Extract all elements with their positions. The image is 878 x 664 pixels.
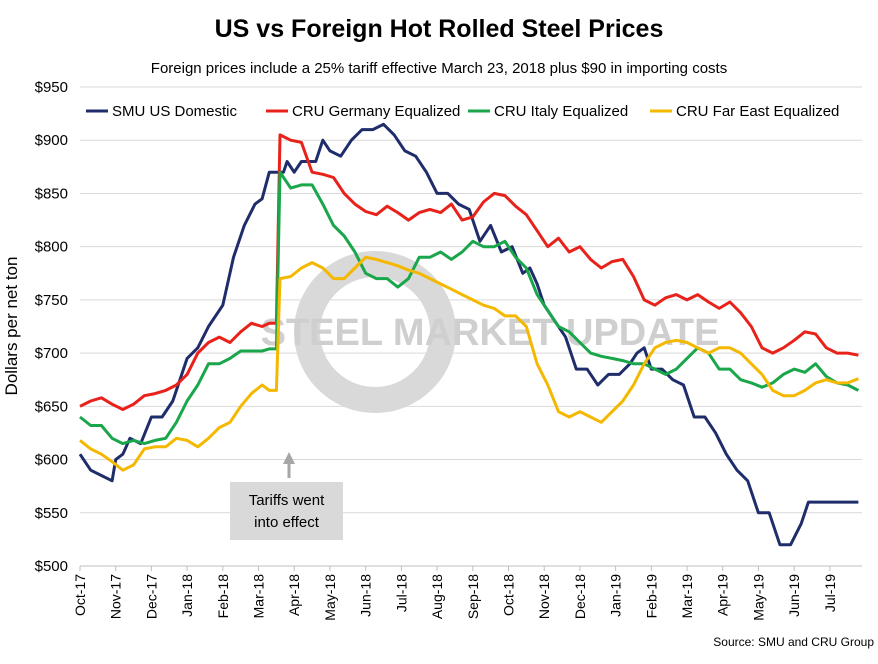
- annotation-box: [230, 482, 343, 540]
- annotation-line-1: Tariffs went: [249, 492, 325, 509]
- series-line: [78, 122, 859, 547]
- y-tick-label: $950: [35, 79, 68, 96]
- y-tick-label: $650: [35, 398, 68, 415]
- y-axis-label: Dollars per net ton: [2, 257, 21, 396]
- annotation-line-2: into effect: [254, 514, 320, 531]
- x-tick-label: Jun-19: [786, 574, 802, 617]
- series-line: [79, 170, 860, 446]
- x-tick-label: Jul-18: [393, 574, 409, 612]
- x-tick-label: Jan-18: [179, 574, 195, 617]
- y-axis: $500 $550 $600 $650 $700 $750 $800 $850 $900 $950: [35, 79, 68, 575]
- x-tick-label: Jan-19: [608, 574, 624, 617]
- x-tick-label: Feb-19: [643, 574, 659, 619]
- x-tick-label: Apr-18: [286, 574, 302, 616]
- x-tick-label: Nov-17: [108, 574, 124, 619]
- x-tick-label: Jul-19: [822, 574, 838, 612]
- y-tick-label: $850: [35, 185, 68, 202]
- series-line: [79, 133, 859, 411]
- x-tick-label: Mar-18: [251, 574, 267, 619]
- source-note: Source: SMU and CRU Group: [713, 635, 874, 649]
- x-axis: Oct-17 Nov-17 Dec-17 Jan-18 Feb-18 Mar-18 Apr-…: [72, 565, 862, 621]
- y-tick-label: $750: [35, 292, 68, 309]
- x-tick-label: May-18: [322, 574, 338, 621]
- y-tick-label: $700: [35, 345, 68, 362]
- x-tick-label: May-19: [750, 574, 766, 621]
- legend-label: CRU Germany Equalized: [292, 103, 460, 120]
- y-tick-label: $900: [35, 132, 68, 149]
- x-tick-label: Aug-18: [429, 574, 445, 619]
- y-tick-label: $550: [35, 505, 68, 522]
- x-tick-label: Dec-18: [572, 574, 588, 619]
- tariff-annotation: Tariffs went into effect: [230, 452, 343, 540]
- chart-subtitle: Foreign prices include a 25% tariff effe…: [151, 60, 727, 77]
- watermark-logo: STEEL MARKET UPDATE: [261, 251, 720, 413]
- x-tick-label: Mar-19: [679, 574, 695, 619]
- series-lines: [78, 122, 860, 547]
- x-tick-label: Oct-18: [500, 574, 516, 616]
- x-tick-label: Sep-18: [465, 574, 481, 619]
- x-tick-label: Oct-17: [72, 574, 88, 616]
- x-tick-label: Dec-17: [143, 574, 159, 619]
- y-tick-label: $600: [35, 452, 68, 469]
- legend-label: CRU Far East Equalized: [676, 103, 839, 120]
- legend-label: CRU Italy Equalized: [494, 103, 628, 120]
- legend-label: SMU US Domestic: [112, 103, 238, 120]
- annotation-arrow-icon: [283, 452, 295, 478]
- watermark-text: STEEL MARKET UPDATE: [261, 312, 720, 354]
- x-tick-label: Jun-18: [358, 574, 374, 617]
- watermark-ring: [294, 251, 456, 413]
- y-tick-label: $500: [35, 558, 68, 575]
- y-tick-label: $800: [35, 239, 68, 256]
- x-tick-label: Apr-19: [715, 574, 731, 616]
- chart-title: US vs Foreign Hot Rolled Steel Prices: [215, 15, 664, 43]
- legend: SMU US Domestic CRU Germany Equalized CRU …: [86, 103, 839, 120]
- series-line: [79, 255, 859, 472]
- x-tick-label: Nov-18: [536, 574, 552, 619]
- x-tick-label: Feb-18: [215, 574, 231, 619]
